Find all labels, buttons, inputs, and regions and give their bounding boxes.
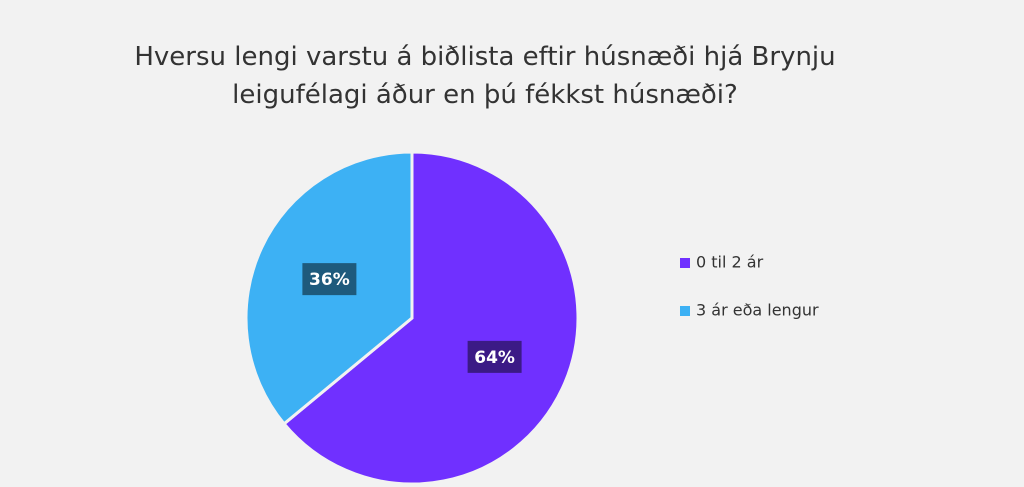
value-label-box [302,263,357,296]
value-label: 36% [309,270,350,290]
legend-label: 0 til 2 ár [696,253,764,272]
value-label: 64% [474,348,515,368]
chart-title: Hversu lengi varstu á biðlista eftir hús… [134,42,836,110]
pie-slice [281,150,580,486]
legend-label: 3 ár eða lengur [696,301,819,320]
value-label-box [467,340,522,373]
legend-marker [680,258,690,268]
legend-marker [680,306,690,316]
